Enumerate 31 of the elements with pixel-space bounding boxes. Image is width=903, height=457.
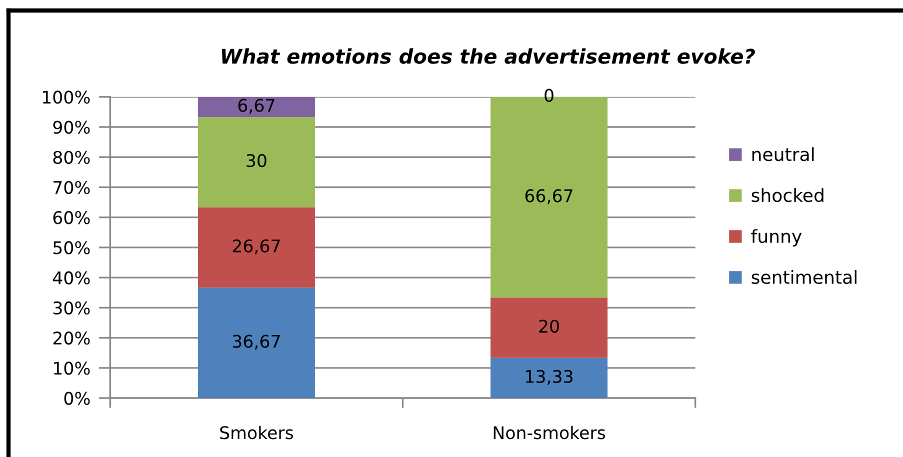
data-label: 20 xyxy=(539,320,559,333)
y-tick-label: 100% xyxy=(42,90,90,104)
legend-label: sentimental xyxy=(752,270,856,284)
bar xyxy=(198,288,315,398)
y-tick-label: 70% xyxy=(54,180,90,194)
y-tick-label: 40% xyxy=(52,271,90,284)
data-label: 36,67 xyxy=(232,334,280,350)
data-label: 66,67 xyxy=(525,189,572,204)
chart-title: What emotions does the advertisement evoke? xyxy=(222,48,755,64)
y-tick-label: 80% xyxy=(53,150,90,164)
data-label: 6,67 xyxy=(238,98,274,114)
bar xyxy=(198,116,315,208)
bar xyxy=(490,298,608,358)
bar xyxy=(198,207,315,288)
x-tick-label: Smokers xyxy=(220,426,294,440)
y-tick-label: 20% xyxy=(53,332,90,345)
y-tick-label: 30% xyxy=(53,301,90,315)
legend-label: funny xyxy=(751,229,802,247)
y-tick-label: 10% xyxy=(54,362,90,375)
y-tick-label: 90% xyxy=(53,120,90,134)
y-tick-label: 0% xyxy=(64,392,90,405)
bar xyxy=(490,358,608,398)
bar xyxy=(198,96,315,117)
data-label: 26,67 xyxy=(232,239,280,254)
x-tick-label: Non-smokers xyxy=(494,426,606,440)
data-label: 13,33 xyxy=(526,370,572,385)
y-tick-label: 60% xyxy=(53,211,90,224)
y-tick-label: 50% xyxy=(53,241,90,254)
legend-label: shocked xyxy=(752,188,824,202)
legend-label: neutral xyxy=(752,147,814,162)
data-label: 30 xyxy=(246,154,266,168)
